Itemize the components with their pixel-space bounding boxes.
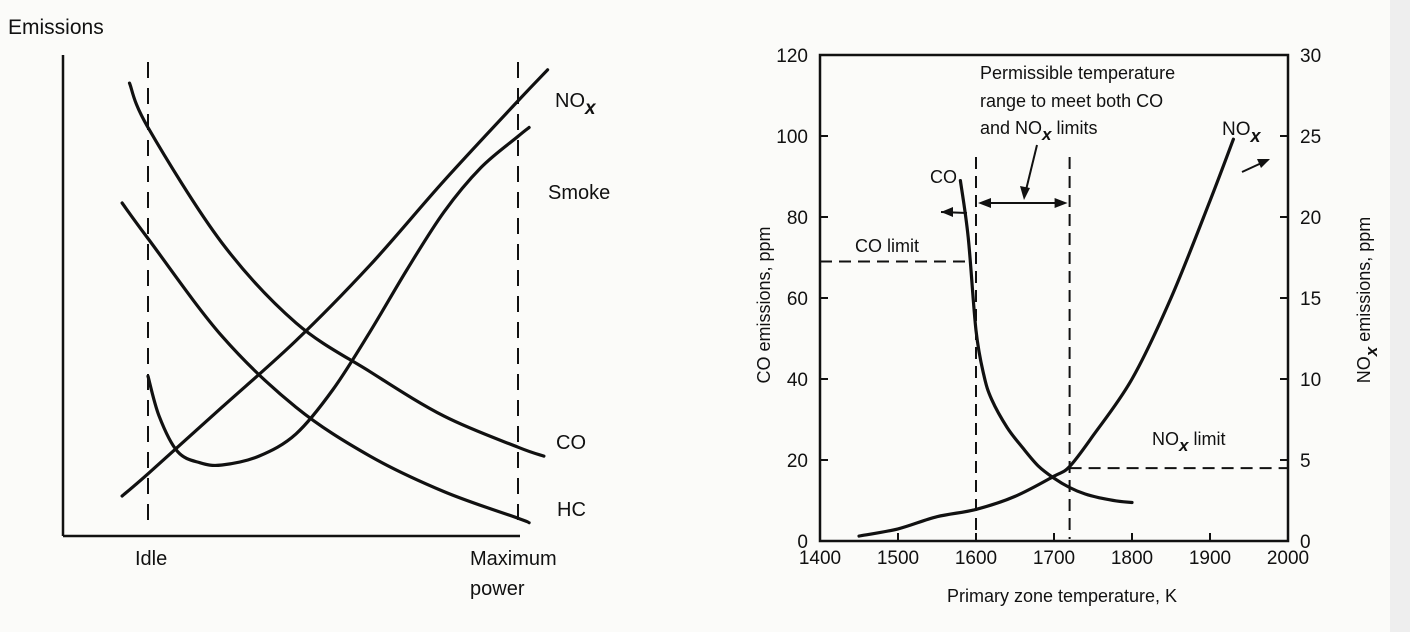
y-tick-label-100: 100 [776, 127, 808, 148]
right-y-axis-label-left: CO emissions, ppm [754, 226, 774, 383]
x-tick-label-1400: 1400 [799, 548, 841, 569]
y2-tick-label-10: 10 [1300, 370, 1321, 391]
left-series-nox-curve [120, 68, 550, 498]
right-temperature-chart: 1400 1500 1600 1700 1800 1900 2000020406080100… [754, 46, 1381, 606]
range-annotation-line-2: range to meet both CO [980, 91, 1163, 111]
nox-axis-indicator-head [1257, 159, 1270, 168]
right-axis-ticks: 1400 1500 1600 1700 1800 1900 2000020406080100… [776, 46, 1321, 569]
y-tick-label-0: 0 [797, 532, 808, 553]
left-reference-lines [147, 62, 519, 522]
range-annotation-line-1: Permissible temperature [980, 63, 1175, 83]
x-tick-label-1700: 1700 [1033, 548, 1075, 569]
y2-tick-label-25: 25 [1300, 127, 1321, 148]
right-x-axis-label: Primary zone temperature, K [947, 586, 1177, 606]
y2-tick-label-15: 15 [1300, 289, 1321, 310]
nox-curve-label: NOx [1222, 119, 1262, 146]
y2-tick-label-20: 20 [1300, 208, 1321, 229]
co-curve-label: CO [930, 167, 957, 187]
right-annotations: Permissible temperature range to meet bo… [855, 63, 1262, 455]
co-axis-indicator-head [941, 207, 953, 217]
range-arrow-head-left [978, 198, 991, 208]
x-tick-label-2000: 2000 [1267, 548, 1309, 569]
left-y-axis-label: Emissions [8, 16, 104, 39]
y2-tick-label-5: 5 [1300, 451, 1311, 472]
left-series-labels: NOx Smoke CO HC [548, 90, 610, 521]
left-series-co-curve [127, 81, 546, 458]
x-tick-label-1900: 1900 [1189, 548, 1231, 569]
left-series-label-co: CO [556, 432, 586, 454]
left-x-tick-label-idle: Idle [135, 548, 167, 570]
left-series-label-nox: NOx [555, 90, 597, 119]
y-tick-label-40: 40 [787, 370, 808, 391]
range-pointer-head [1020, 186, 1030, 200]
left-series-label-smoke: Smoke [548, 182, 610, 204]
y-tick-label-20: 20 [787, 451, 808, 472]
x-tick-label-1800: 1800 [1111, 548, 1153, 569]
x-tick-label-1500: 1500 [877, 548, 919, 569]
right-limit-lines [820, 144, 1288, 539]
right-y-axis-label-right: NOx emissions, ppm [1354, 217, 1381, 384]
left-x-tick-label-maximum: Maximum [470, 548, 557, 570]
range-arrow-head-right [1054, 198, 1068, 208]
right-series-group [857, 137, 1270, 538]
y-tick-label-120: 120 [776, 46, 808, 67]
nox-limit-label: NOx limit [1152, 429, 1225, 455]
right-series-co-curve [958, 179, 1134, 505]
co-limit-label: CO limit [855, 236, 919, 256]
range-annotation-line-3: and NOx limits [980, 118, 1098, 144]
left-x-tick-label-power: power [470, 578, 525, 600]
y2-tick-label-30: 30 [1300, 46, 1321, 67]
y-tick-label-60: 60 [787, 289, 808, 310]
y-tick-label-80: 80 [787, 208, 808, 229]
right-series-nox-curve [857, 137, 1235, 538]
left-series-label-hc: HC [557, 499, 586, 521]
left-x-tick-labels: Idle Maximum power [135, 548, 557, 600]
page-edge-strip [1390, 0, 1410, 632]
left-emissions-chart: Emissions Idle Maximum power NOx Smoke CO HC [8, 16, 610, 600]
y2-tick-label-0: 0 [1300, 532, 1311, 553]
left-series-smoke-curve [146, 125, 531, 468]
x-tick-label-1600: 1600 [955, 548, 997, 569]
left-series-hc-curve [120, 201, 531, 525]
range-pointer-line [1025, 144, 1038, 191]
left-series-group [120, 68, 550, 525]
